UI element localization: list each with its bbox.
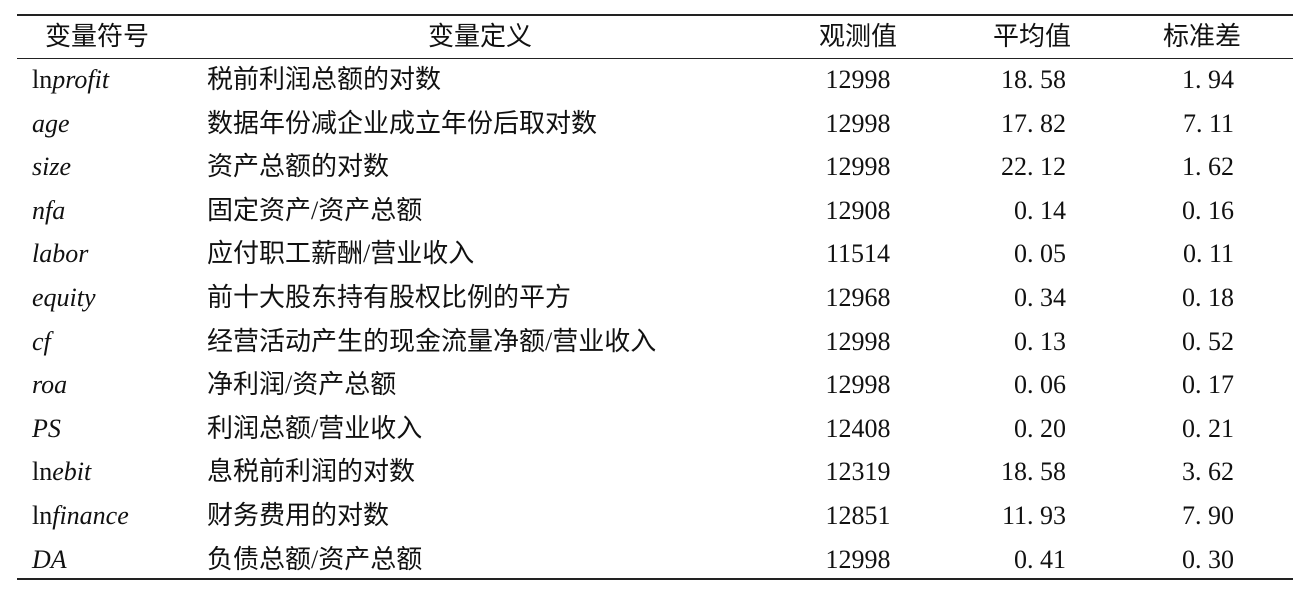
observations: 12998: [825, 152, 891, 182]
table-row: age 数据年份减企业成立年份后取对数 12998 17. 82 7. 11: [0, 102, 1310, 145]
table-row: equity 前十大股东持有股权比例的平方 12968 0. 34 0. 18: [0, 276, 1310, 319]
std-dev: 0. 21: [1182, 413, 1234, 443]
variable-symbol: size: [32, 145, 71, 188]
symbol-prefix: ln: [32, 65, 53, 94]
variable-symbol: lnebit: [32, 450, 91, 493]
mean-value: 0. 06: [1014, 370, 1066, 400]
variable-definition: 固定资产/资产总额: [207, 195, 423, 225]
table-row: PS 利润总额/营业收入 12408 0. 20 0. 21: [0, 407, 1310, 450]
variable-symbol: cf: [32, 320, 51, 363]
observations: 12908: [825, 195, 891, 225]
top-rule: [17, 14, 1293, 16]
variable-definition: 负债总额/资产总额: [207, 544, 423, 574]
variable-definition: 净利润/资产总额: [207, 370, 397, 400]
variable-symbol: nfa: [32, 189, 65, 232]
variable-definition: 数据年份减企业成立年份后取对数: [207, 108, 598, 138]
observations: 12998: [825, 544, 891, 574]
symbol-prefix: ln: [32, 457, 53, 487]
header-mean: 平均值: [992, 22, 1071, 51]
variable-symbol: DA: [32, 538, 67, 581]
mean-value: 22. 12: [1001, 152, 1066, 182]
variable-definition: 应付职工薪酬/营业收入: [207, 239, 475, 269]
std-dev: 0. 11: [1182, 239, 1234, 269]
table-row: nfa 固定资产/资产总额 12908 0. 14 0. 16: [0, 189, 1310, 232]
mean-value: 11. 93: [1001, 501, 1066, 530]
symbol-name: finance: [52, 501, 129, 530]
mean-value: 18. 58: [1001, 65, 1066, 94]
observations: 12408: [825, 413, 891, 443]
bottom-rule: [17, 578, 1293, 580]
std-dev: 1. 94: [1182, 65, 1234, 94]
table-row: labor 应付职工薪酬/营业收入 11514 0. 05 0. 11: [0, 232, 1310, 275]
variable-definition: 税前利润总额的对数: [207, 65, 442, 94]
symbol-name: nfa: [32, 195, 66, 225]
variable-symbol: labor: [32, 232, 88, 275]
std-dev: 0. 18: [1182, 283, 1234, 312]
std-dev: 0. 17: [1182, 370, 1234, 400]
variable-symbol: lnprofit: [32, 58, 109, 101]
variable-symbol: PS: [32, 407, 61, 450]
table-row: lnebit 息税前利润的对数 12319 18. 58 3. 62: [0, 450, 1310, 493]
table-row: lnfinance 财务费用的对数 12851 11. 93 7. 90: [0, 494, 1310, 537]
symbol-name: cf: [32, 326, 51, 356]
observations: 12998: [825, 65, 891, 94]
variable-definition: 资产总额的对数: [207, 152, 390, 182]
std-dev: 3. 62: [1182, 457, 1234, 487]
variable-definition: 财务费用的对数: [207, 501, 390, 530]
mean-value: 18. 58: [1001, 457, 1066, 487]
observations: 12851: [825, 501, 891, 530]
symbol-name: roa: [32, 370, 68, 400]
std-dev: 7. 90: [1182, 501, 1234, 530]
std-dev: 7. 11: [1182, 108, 1234, 138]
header-obs: 观测值: [818, 22, 897, 51]
table-row: lnprofit 税前利润总额的对数 12998 18. 58 1. 94: [0, 58, 1310, 101]
std-dev: 0. 30: [1182, 544, 1234, 574]
variable-definition: 息税前利润的对数: [207, 457, 416, 487]
variable-symbol: equity: [32, 276, 96, 319]
table-row: roa 净利润/资产总额 12998 0. 06 0. 17: [0, 363, 1310, 406]
symbol-name: ebit: [52, 457, 92, 487]
mean-value: 0. 41: [1014, 544, 1066, 574]
symbol-name: PS: [32, 413, 61, 443]
observations: 12968: [825, 283, 891, 312]
mean-value: 0. 05: [1014, 239, 1066, 269]
table-row: DA 负债总额/资产总额 12998 0. 41 0. 30: [0, 538, 1310, 581]
variable-definition: 前十大股东持有股权比例的平方: [207, 283, 572, 312]
header-rule: [17, 58, 1293, 59]
mean-value: 0. 34: [1014, 283, 1066, 312]
table-row: cf 经营活动产生的现金流量净额/营业收入 12998 0. 13 0. 52: [0, 320, 1310, 363]
symbol-name: size: [32, 152, 71, 182]
symbol-name: profit: [52, 65, 110, 94]
std-dev: 0. 52: [1182, 326, 1234, 356]
mean-value: 17. 82: [1001, 108, 1066, 138]
variable-definition: 经营活动产生的现金流量净额/营业收入: [207, 326, 657, 356]
table-row: size 资产总额的对数 12998 22. 12 1. 62: [0, 145, 1310, 188]
header-symbol: 变量符号: [45, 22, 150, 51]
observations: 12319: [825, 457, 891, 487]
variable-definition: 利润总额/营业收入: [207, 413, 423, 443]
variable-symbol: lnfinance: [32, 494, 129, 537]
observations: 12998: [825, 326, 891, 356]
symbol-prefix: ln: [32, 501, 53, 530]
symbol-name: labor: [32, 239, 89, 269]
variable-symbol: age: [32, 102, 70, 145]
mean-value: 0. 20: [1014, 413, 1066, 443]
symbol-name: age: [32, 108, 70, 138]
std-dev: 1. 62: [1182, 152, 1234, 182]
std-dev: 0. 16: [1182, 195, 1234, 225]
symbol-name: DA: [32, 544, 67, 574]
variable-symbol: roa: [32, 363, 67, 406]
mean-value: 0. 13: [1014, 326, 1066, 356]
observations: 12998: [825, 370, 891, 400]
mean-value: 0. 14: [1014, 195, 1066, 225]
table-header: 变量符号 变量定义 观测值 平均值 标准差: [0, 15, 1310, 58]
header-definition: 变量定义: [427, 22, 532, 51]
observations: 12998: [825, 108, 891, 138]
symbol-name: equity: [32, 283, 96, 312]
header-sd: 标准差: [1162, 22, 1241, 51]
observations: 11514: [825, 239, 891, 269]
